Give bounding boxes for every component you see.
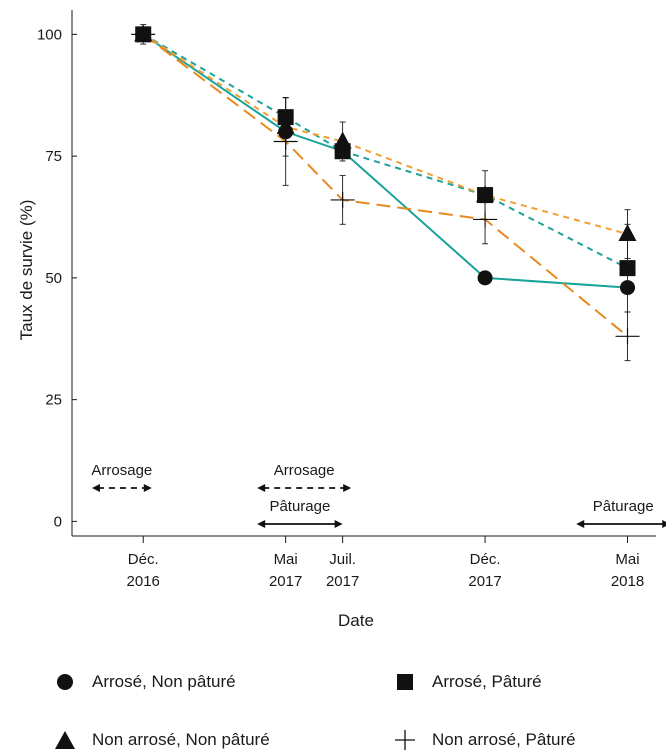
- series-layer: [131, 24, 640, 362]
- arrow-head-right-icon: [143, 484, 152, 492]
- annotation-pturage: Pâturage: [257, 498, 343, 528]
- annotation-layer: Arrosage Arrosage Pâturage Pâturage: [91, 462, 666, 528]
- series-markers-square: [135, 26, 636, 277]
- series-errors-triangle: [282, 97, 631, 259]
- arrow-head-right-icon: [334, 520, 343, 528]
- arrow-head-left-icon: [91, 484, 100, 492]
- data-point: [477, 270, 493, 286]
- annotation-arrosage: Arrosage: [91, 462, 152, 492]
- series-line: [142, 33, 628, 236]
- y-tick-label: 0: [54, 513, 62, 530]
- x-tick-label-month: Mai: [274, 551, 298, 568]
- series-markers-plus: [131, 26, 640, 345]
- axes: [71, 10, 656, 537]
- x-tick-label-year: 2017: [269, 573, 302, 590]
- y-tick-label: 100: [37, 26, 62, 43]
- data-point: [618, 224, 637, 242]
- y-tick-label: 25: [45, 392, 62, 409]
- x-tick-label-month: Juil.: [329, 551, 356, 568]
- series-plus: [142, 33, 629, 338]
- x-tick-label-year: 2018: [611, 573, 644, 590]
- x-axis-title: Date: [338, 611, 374, 630]
- series-square: [142, 33, 628, 270]
- series-line: [142, 33, 628, 289]
- arrow-head-right-icon: [662, 520, 666, 528]
- x-tick-label-year: 2017: [468, 573, 501, 590]
- data-point: [476, 185, 495, 203]
- data-point: [620, 280, 636, 296]
- y-axis-title: Taux de survie (%): [17, 200, 36, 341]
- annotation-label: Arrosage: [274, 462, 335, 479]
- x-tick-label-year: 2017: [326, 573, 359, 590]
- arrow-head-left-icon: [576, 520, 585, 528]
- y-tick-label: 50: [45, 270, 62, 287]
- series-line: [142, 33, 629, 338]
- series-errors-square: [282, 97, 631, 313]
- x-tick-label-month: Déc.: [128, 551, 159, 568]
- arrow-head-right-icon: [343, 484, 352, 492]
- series-circle: [142, 33, 628, 289]
- series-triangle: [142, 33, 628, 236]
- data-point: [333, 131, 352, 149]
- arrow-head-left-icon: [257, 520, 266, 528]
- data-point: [619, 260, 636, 277]
- annotation-pturage: Pâturage: [576, 498, 666, 528]
- x-tick-label-month: Déc.: [470, 551, 501, 568]
- data-point: [276, 116, 295, 134]
- series-markers-circle: [135, 26, 636, 296]
- series-markers-triangle: [134, 24, 637, 242]
- series-line: [142, 33, 628, 270]
- x-tick-label-month: Mai: [615, 551, 639, 568]
- annotation-label: Pâturage: [269, 498, 330, 515]
- y-tick-label: 75: [45, 148, 62, 165]
- annotation-arrosage: Arrosage: [257, 462, 352, 492]
- x-tick-label-year: 2016: [127, 573, 160, 590]
- annotation-label: Pâturage: [593, 498, 654, 515]
- arrow-head-left-icon: [257, 484, 266, 492]
- annotation-label: Arrosage: [91, 462, 152, 479]
- y-ticks: 0 25 50 75 100: [37, 26, 77, 530]
- x-ticks: Déc. 2016 Mai 2017 Juil. 2017 Déc. 2017 Mai 2018: [127, 536, 644, 590]
